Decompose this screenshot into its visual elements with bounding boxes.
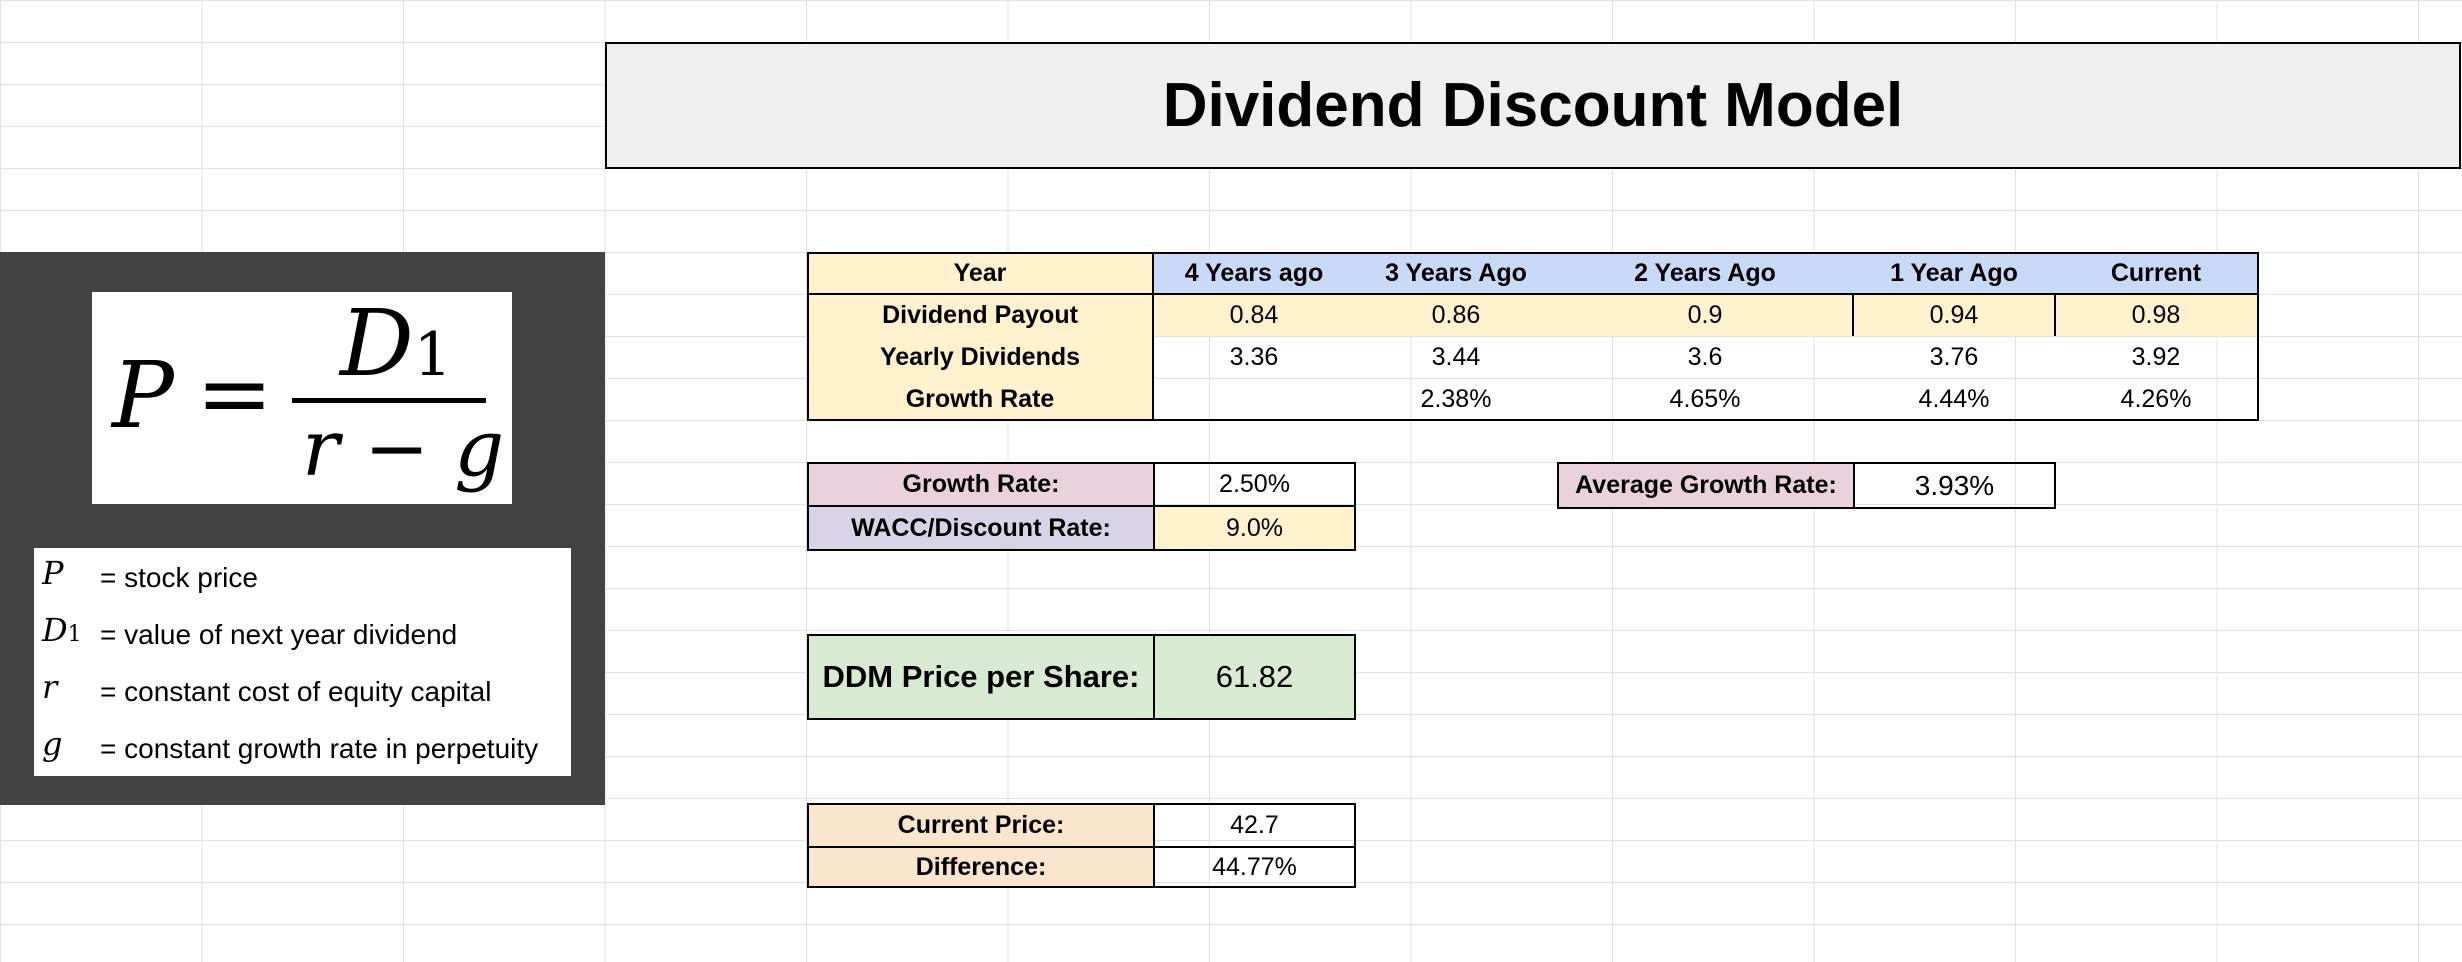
avg-growth-value[interactable]: 3.93% [1853,462,2056,509]
table-cell[interactable]: 2.38% [1420,384,1492,413]
avg-growth-label: Average Growth Rate: [1557,462,1855,509]
header-3-years-ago: 3 Years Ago [1355,252,1557,294]
table-cell[interactable]: 0.98 [2055,294,2257,336]
ddm-price-label: DDM Price per Share: [807,634,1155,720]
table-cell[interactable]: 3.36 [1229,342,1279,371]
row-label-dividend-payout: Dividend Payout [807,294,1153,336]
legend-row: r = constant cost of equity capital [34,662,571,719]
table-cell[interactable]: 0.94 [1853,294,2055,336]
legend-row: g = constant growth rate in perpetuity [34,719,571,776]
growth-rate-label: Growth Rate: [807,462,1155,507]
current-price-label: Current Price: [807,803,1155,848]
legend-symbol: g [42,725,63,763]
formula-lhs: P [112,342,174,449]
table-cell[interactable]: 0.86 [1355,294,1557,336]
table-cell[interactable]: 3.44 [1431,342,1481,371]
legend-text: = value of next year dividend [100,619,458,650]
table-cell[interactable]: 3.92 [2131,342,2181,371]
legend-symbol: D1 [42,611,82,649]
legend-text: = constant cost of equity capital [100,676,492,707]
table-cell[interactable]: 3.6 [1687,342,1723,371]
formula-denominator: r − g [302,404,505,494]
difference-value[interactable]: 44.77% [1153,846,1356,888]
legend-row: D1 = value of next year dividend [34,605,571,662]
formula-numerator-sub: 1 [413,320,452,390]
row-label-yearly-dividends: Yearly Dividends [807,336,1153,378]
table-cell[interactable]: 4.65% [1669,384,1741,413]
legend-row: P = stock price [34,548,571,605]
formula-equals: = [196,340,274,447]
legend-symbol-sub: 1 [67,622,82,647]
current-price-value[interactable]: 42.7 [1153,803,1356,848]
table-cell[interactable]: 3.76 [1929,342,1979,371]
model-title: Dividend Discount Model [605,42,2461,169]
legend-text: = stock price [100,562,258,593]
wacc-label: WACC/Discount Rate: [807,505,1155,551]
header-4-years-ago: 4 Years ago [1153,252,1355,294]
header-current: Current [2055,252,2257,294]
formula-legend: P = stock price D1 = value of next year … [34,548,571,776]
table-cell[interactable] [1153,378,1355,420]
legend-text: = constant growth rate in perpetuity [100,733,539,764]
difference-label: Difference: [807,846,1155,888]
header-1-year-ago: 1 Year Ago [1853,252,2055,294]
legend-symbol: P [42,554,64,592]
formula-numerator: D1 [340,290,452,397]
row-label-growth-rate: Growth Rate [807,378,1153,420]
legend-symbol: r [42,668,58,706]
table-cell[interactable]: 4.44% [1918,384,1990,413]
wacc-input[interactable]: 9.0% [1153,505,1356,551]
header-year: Year [807,252,1153,294]
table-cell[interactable]: 0.84 [1153,294,1355,336]
ddm-price-value[interactable]: 61.82 [1153,634,1356,720]
table-cell[interactable]: 4.26% [2120,384,2192,413]
fraction-bar [292,398,486,403]
header-2-years-ago: 2 Years Ago [1557,252,1853,294]
table-cell[interactable]: 0.9 [1557,294,1853,336]
formula-image: P = D1 r − g [92,292,512,504]
growth-rate-input[interactable]: 2.50% [1153,462,1356,507]
